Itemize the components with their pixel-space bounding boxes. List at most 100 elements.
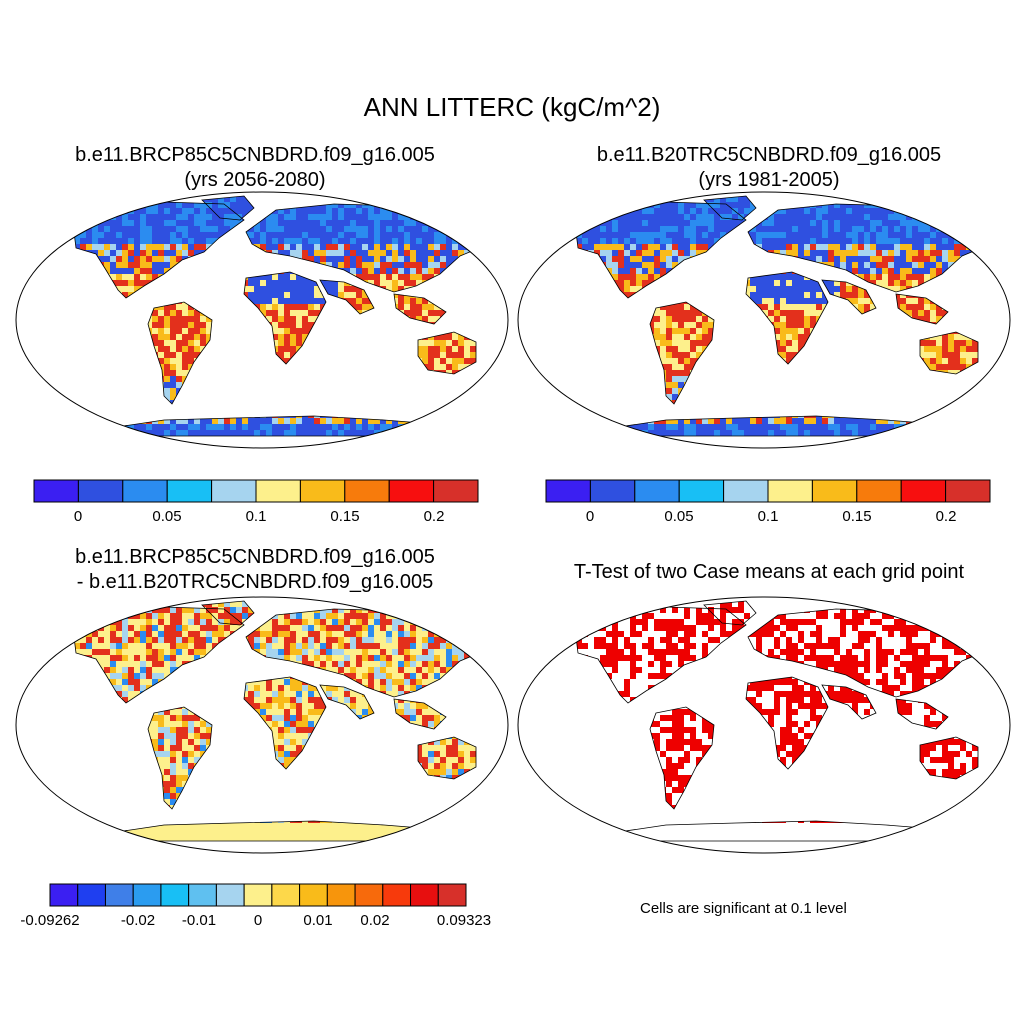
colorbar-swatch [410,883,439,907]
colorbar-swatch [326,883,356,907]
cbar3-label: -0.01 [181,912,217,929]
panel2-case-name: b.e11.B20TRC5CNBDRD.f09_g16.005 [596,144,942,166]
colorbar-swatch [160,883,190,907]
map-border [15,596,509,854]
colorbar-swatch [49,883,79,907]
cbar2-label: 0 [585,508,595,525]
map-panel2 [517,191,1011,449]
coastline [147,706,213,810]
colorbar-swatch [344,479,390,503]
colorbar-swatch [388,479,435,503]
map-panel3 [15,596,509,854]
coastline [393,698,447,730]
coastline [201,600,255,626]
colorbar-swatch [166,479,213,503]
colorbar-swatch [382,883,412,907]
coastline [575,201,747,299]
cbar2-label: 0.2 [935,508,957,525]
coastline [417,736,477,780]
colorbar-swatch [299,883,328,907]
cbar3-label: 0.01 [303,912,333,929]
colorbar-swatch [271,883,301,907]
colorbar-panel3 [49,883,467,907]
coastline [73,606,245,704]
coastline [895,293,949,325]
coastline [919,331,979,375]
panel2-years: (yrs 1981-2005) [698,169,840,191]
colorbar-swatch [856,479,902,503]
colorbar-swatch [811,479,858,503]
map-border [517,191,1011,449]
coastline [611,415,958,437]
coastline [393,293,447,325]
colorbar-swatch [678,479,725,503]
colorbar-swatch [945,479,991,503]
panel4-title: T-Test of two Case means at each grid po… [573,561,965,583]
panel1-years: (yrs 2056-2080) [184,169,326,191]
coastline [417,331,477,375]
coastline [745,271,829,365]
panel3-minus-case: - b.e11.B20TRC5CNBDRD.f09_g16.005 [76,571,434,593]
colorbar-swatch [767,479,813,503]
colorbar-swatch [354,883,384,907]
colorbar-swatch [243,883,273,907]
cbar1-label: 0 [73,508,83,525]
main-title: ANN LITTERC (kgC/m^2) [363,92,661,122]
map-border [15,191,509,449]
colorbar-swatch [900,479,947,503]
colorbar-swatch [215,883,245,907]
cbar3-label: -0.02 [120,912,156,929]
coastline [703,195,757,221]
colorbar-swatch [77,883,106,907]
coastline [745,676,829,770]
coastline [109,820,456,842]
cbar3-label: 0.09323 [436,912,492,929]
coastline [649,301,715,405]
coastline [319,684,375,720]
colorbar-swatch [132,883,162,907]
map-panel1 [15,191,509,449]
coastline [919,736,979,780]
coastline [147,301,213,405]
coastline [73,201,245,299]
cbar1-label: 0.15 [330,508,360,525]
colorbar-swatch [255,479,301,503]
cbar2-label: 0.15 [842,508,872,525]
cbar2-label: 0.05 [664,508,694,525]
panel1-title: b.e11.BRCP85C5CNBDRD.f09_g16.005 (yrs 20… [0,143,510,193]
colorbar-swatch [299,479,346,503]
colorbar-swatch [104,883,134,907]
coastline [243,676,327,770]
coastline [611,820,958,842]
coastline [575,606,747,704]
colorbar-panel2 [545,479,991,503]
colorbar-panel1 [33,479,479,503]
colorbar-swatch [589,479,636,503]
coastline [703,600,757,626]
coastline [201,195,255,221]
panel3-title: b.e11.BRCP85C5CNBDRD.f09_g16.005 - b.e11… [0,545,510,595]
colorbar-swatch [188,883,217,907]
cbar3-label: 0 [253,912,263,929]
coastline [895,698,949,730]
colorbar-swatch [122,479,168,503]
panel2-title: b.e11.B20TRC5CNBDRD.f09_g16.005 (yrs 198… [514,143,1024,193]
colorbar-swatch [211,479,257,503]
colorbar-swatch [433,479,479,503]
coastline [243,271,327,365]
panel1-case-name: b.e11.BRCP85C5CNBDRD.f09_g16.005 [75,144,435,166]
map-border [517,596,1011,854]
cbar3-label: -0.09262 [20,912,80,929]
coastline [821,279,877,315]
cbar3-label: 0.02 [360,912,390,929]
coastline [821,684,877,720]
colorbar-swatch [437,883,467,907]
cbar1-label: 0.1 [245,508,267,525]
significance-note: Cells are significant at 0.1 level [640,900,847,917]
coastline [319,279,375,315]
colorbar-swatch [723,479,769,503]
cbar2-label: 0.1 [757,508,779,525]
cbar1-label: 0.2 [423,508,445,525]
colorbar-swatch [634,479,680,503]
coastline [649,706,715,810]
